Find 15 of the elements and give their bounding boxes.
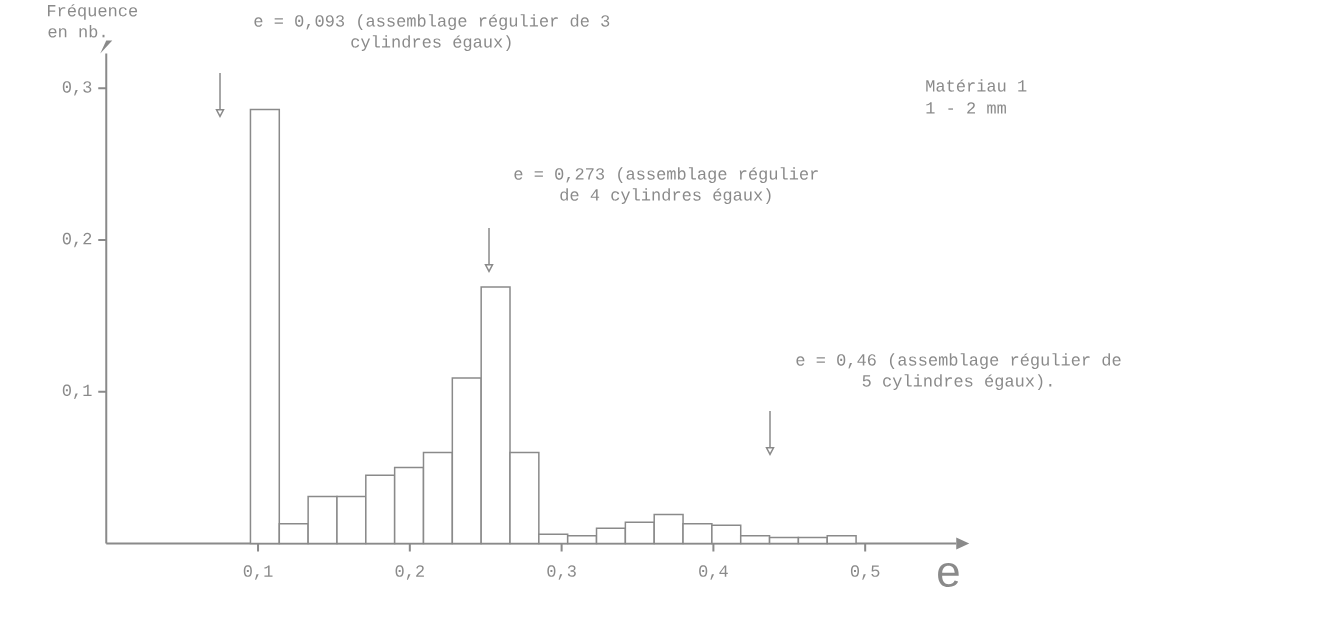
x-tick-label: 0,5	[850, 565, 880, 580]
x-tick-label: 0,2	[395, 565, 424, 580]
x-tick-label: 0,4	[699, 565, 728, 580]
y-tick-label: 0,2	[62, 232, 92, 248]
y-tick-label: 0,3	[62, 81, 92, 96]
annotation: e = 0,273 (assemblage régulier de 4 cylindres égaux)	[514, 167, 818, 205]
x-tick-label: 0,3	[547, 565, 576, 580]
y-axis-title: Fréquence en nb.	[48, 4, 138, 38]
x-tick-label: 0,1	[243, 565, 273, 580]
text: e = 0,093 (assemblage régulier de 3 cylindres égaux)	[254, 14, 610, 52]
y-tick-label: 0,1	[62, 384, 92, 399]
annotation: Matériau 1	[926, 79, 1027, 92]
annotation: e = 0,46 (assemblage régulier de 5 cylindres égaux).	[796, 353, 1121, 391]
annotation: 1 - 2 mm	[926, 102, 1006, 114]
x-axis-title: e	[938, 562, 959, 588]
